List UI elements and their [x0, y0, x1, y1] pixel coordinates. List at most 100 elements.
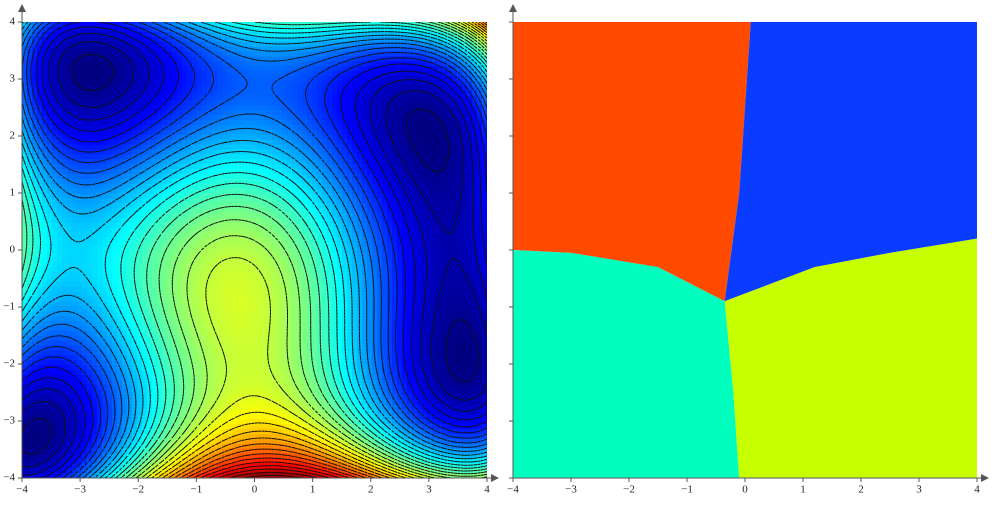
heatmap-cell	[222, 311, 228, 317]
heatmap-cell	[267, 96, 273, 102]
heatmap-cell	[217, 86, 223, 92]
heatmap-cell	[77, 174, 83, 180]
heatmap-cell	[207, 341, 213, 347]
heatmap-cell	[92, 110, 98, 116]
heatmap-cell	[277, 199, 283, 205]
heatmap-cell	[62, 390, 68, 396]
heatmap-cell	[62, 56, 68, 62]
heatmap-cell	[137, 272, 143, 278]
heatmap-cell	[247, 297, 253, 303]
heatmap-cell	[127, 277, 133, 283]
heatmap-cell	[282, 37, 288, 43]
heatmap-cell	[212, 360, 218, 366]
heatmap-cell	[102, 120, 108, 126]
heatmap-cell	[272, 149, 278, 155]
heatmap-cell	[267, 194, 273, 200]
heatmap-cell	[237, 164, 243, 170]
heatmap-cell	[137, 390, 143, 396]
heatmap-cell	[62, 424, 68, 430]
heatmap-cell	[77, 262, 83, 268]
heatmap-cell	[87, 316, 93, 322]
heatmap-cell	[162, 130, 168, 136]
heatmap-cell	[212, 351, 218, 357]
heatmap-cell	[82, 287, 88, 293]
heatmap-cell	[62, 66, 68, 72]
heatmap-cell	[247, 189, 253, 195]
heatmap-cell	[262, 169, 268, 175]
heatmap-cell	[67, 81, 73, 87]
heatmap-cell	[157, 439, 163, 445]
heatmap-cell	[162, 360, 168, 366]
heatmap-cell	[287, 301, 293, 307]
heatmap-cell	[57, 135, 63, 141]
heatmap-cell	[67, 100, 73, 106]
heatmap-cell	[262, 311, 268, 317]
heatmap-cell	[257, 287, 263, 293]
heatmap-cell	[277, 341, 283, 347]
heatmap-cell	[257, 105, 263, 111]
heatmap-cell	[207, 203, 213, 209]
heatmap-cell	[177, 331, 183, 337]
heatmap-cell	[287, 145, 293, 151]
heatmap-cell	[212, 96, 218, 102]
heatmap-cell	[152, 86, 158, 92]
heatmap-cell	[147, 267, 153, 273]
heatmap-cell	[227, 56, 233, 62]
heatmap-cell	[137, 233, 143, 239]
heatmap-cell	[222, 81, 228, 87]
heatmap-cell	[92, 100, 98, 106]
heatmap-cell	[157, 115, 163, 121]
heatmap-cell	[72, 56, 78, 62]
heatmap-cell	[207, 81, 213, 87]
heatmap-cell	[202, 331, 208, 337]
heatmap-cell	[167, 301, 173, 307]
heatmap-cell	[152, 233, 158, 239]
heatmap-cell	[162, 71, 168, 77]
heatmap-cell	[192, 208, 198, 214]
heatmap-cell	[147, 71, 153, 77]
heatmap-cell	[257, 292, 263, 298]
heatmap-cell	[112, 331, 118, 337]
heatmap-cell	[77, 257, 83, 263]
heatmap-cell	[237, 365, 243, 371]
heatmap-cell	[92, 223, 98, 229]
heatmap-cell	[97, 174, 103, 180]
heatmap-cell	[102, 404, 108, 410]
heatmap-cell	[182, 257, 188, 263]
heatmap-cell	[252, 110, 258, 116]
heatmap-cell	[207, 262, 213, 268]
heatmap-cell	[222, 125, 228, 131]
heatmap-cell	[267, 51, 273, 57]
heatmap-cell	[247, 341, 253, 347]
heatmap-cell	[242, 292, 248, 298]
heatmap-cell	[237, 61, 243, 67]
heatmap-cell	[127, 223, 133, 229]
heatmap-cell	[182, 380, 188, 386]
heatmap-cell	[137, 125, 143, 131]
heatmap-cell	[262, 341, 268, 347]
heatmap-cell	[277, 61, 283, 67]
heatmap-cell	[92, 169, 98, 175]
heatmap-cell	[147, 51, 153, 57]
heatmap-cell	[102, 238, 108, 244]
heatmap-cell	[227, 321, 233, 327]
heatmap-cell	[247, 326, 253, 332]
heatmap-cell	[232, 184, 238, 190]
heatmap-cell	[77, 390, 83, 396]
heatmap-cell	[227, 169, 233, 175]
heatmap-cell	[137, 267, 143, 273]
heatmap-cell	[207, 76, 213, 82]
heatmap-cell	[242, 355, 248, 361]
heatmap-cell	[97, 272, 103, 278]
heatmap-cell	[187, 370, 193, 376]
heatmap-cell	[197, 105, 203, 111]
heatmap-cell	[42, 257, 48, 263]
heatmap-cell	[177, 429, 183, 435]
heatmap-cell	[107, 51, 113, 57]
heatmap-cell	[177, 292, 183, 298]
heatmap-cell	[232, 370, 238, 376]
heatmap-cell	[162, 76, 168, 82]
heatmap-cell	[152, 81, 158, 87]
heatmap-cell	[187, 149, 193, 155]
heatmap-cell	[52, 424, 58, 430]
